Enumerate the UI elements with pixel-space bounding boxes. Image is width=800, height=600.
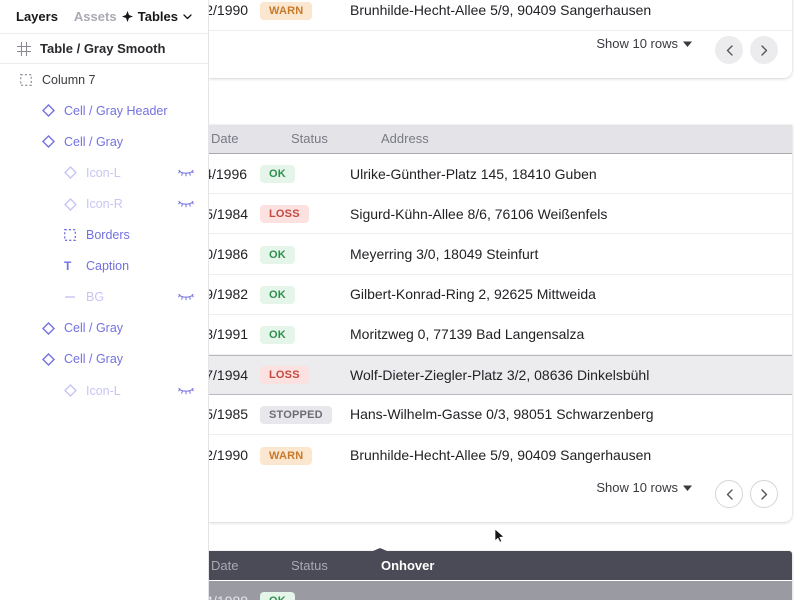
svg-text:T: T	[64, 260, 72, 272]
